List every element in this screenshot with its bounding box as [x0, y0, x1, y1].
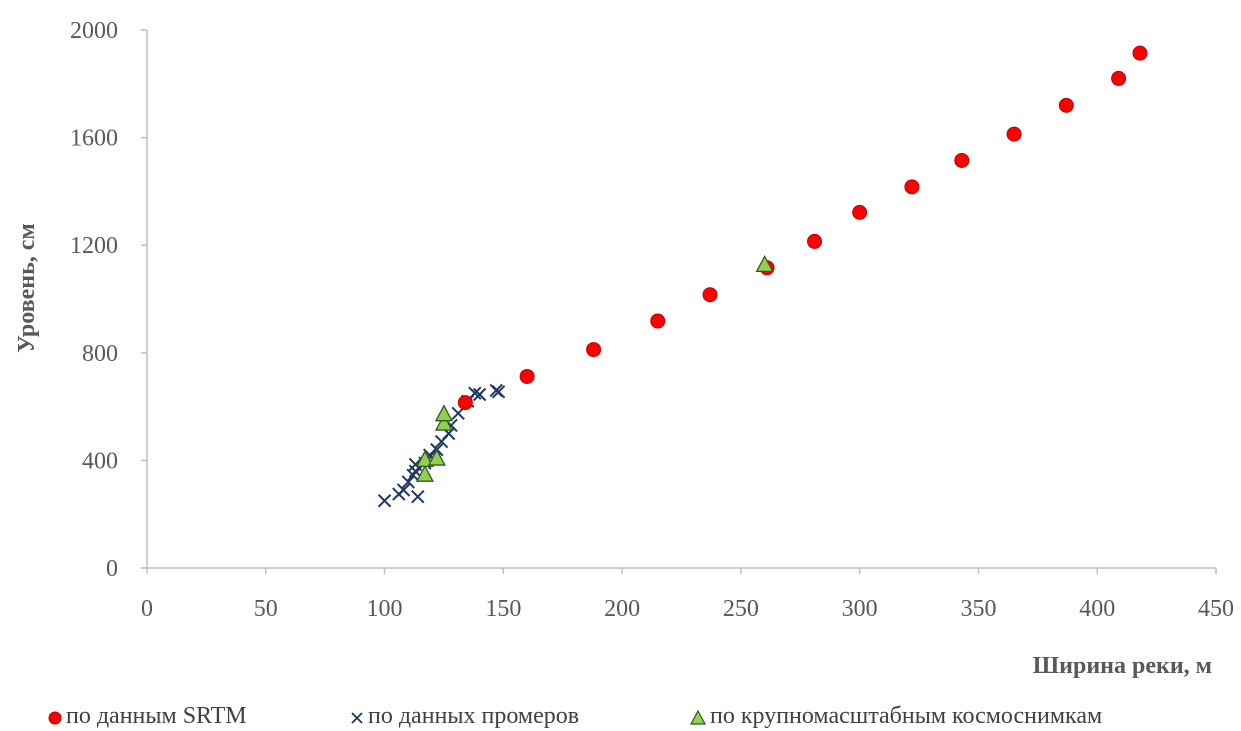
circle-marker-icon	[48, 711, 62, 725]
y-tick-labels: 0 400 800 1200 1600 2000	[70, 18, 147, 582]
measurement-point	[491, 385, 506, 399]
satellite-point	[755, 254, 774, 273]
axes	[146, 30, 1216, 569]
triangle-marker-icon	[689, 709, 707, 725]
srtm-point	[1111, 70, 1127, 86]
x-tick-label: 450	[1198, 596, 1234, 622]
srtm-point	[586, 342, 602, 358]
srtm-point	[1058, 97, 1074, 113]
measurement-point	[377, 494, 392, 508]
x-tick-label: 150	[485, 596, 521, 622]
legend-item-srtm: по данным SRTM	[48, 704, 247, 728]
series-2	[415, 254, 774, 482]
srtm-point	[852, 204, 868, 220]
measurement-point	[406, 468, 420, 482]
measurement-point	[472, 387, 487, 402]
y-tick-label: 2000	[70, 18, 118, 44]
x-marker-icon	[351, 712, 363, 724]
x-tick-label: 350	[960, 596, 996, 622]
satellite-point	[415, 450, 435, 468]
srtm-point	[1006, 126, 1022, 142]
y-tick-label: 0	[106, 556, 118, 582]
srtm-point	[1132, 45, 1148, 61]
measurement-point	[396, 483, 411, 497]
x-axis-title: Ширина реки, м	[1033, 653, 1212, 679]
series-0	[457, 45, 1148, 411]
satellite-point	[427, 448, 446, 466]
legend-label-satellite: по крупномасштабным космоснимкам	[710, 703, 1103, 729]
legend-item-measurements: по данных промеров	[350, 704, 579, 728]
x-tick-label: 100	[367, 596, 403, 622]
y-axis-title: Уровень, см	[14, 223, 40, 353]
srtm-point	[904, 179, 920, 195]
x-tick-labels: 0 50 100 150 200 250 300 350 400 450	[141, 568, 1234, 622]
srtm-point	[650, 313, 666, 329]
y-tick-label: 1600	[70, 126, 118, 152]
y-tick-label: 1200	[70, 233, 118, 259]
series-1	[377, 383, 506, 508]
srtm-point	[519, 368, 535, 384]
legend-item-satellite: по крупномасштабным космоснимкам	[689, 703, 1103, 729]
y-tick-label: 800	[82, 341, 118, 367]
legend-label-srtm: по данным SRTM	[66, 703, 247, 729]
srtm-point	[702, 287, 718, 303]
x-tick-label: 250	[723, 596, 759, 622]
satellite-point	[434, 404, 454, 422]
measurement-point	[411, 490, 425, 504]
plot-marks	[377, 45, 1148, 508]
x-tick-label: 0	[141, 596, 153, 622]
srtm-point	[954, 152, 970, 168]
scatter-chart: 0 50 100 150 200 250 300 350 400 450 0 400 800 1200 1…	[14, 18, 1234, 679]
satellite-point	[434, 413, 454, 431]
x-tick-label: 300	[842, 596, 878, 622]
x-tick-label: 400	[1079, 596, 1115, 622]
x-tick-label: 50	[254, 596, 278, 622]
satellite-point	[415, 464, 435, 482]
measurement-point	[401, 475, 416, 489]
legend: по данным SRTM по данных промеров по кру…	[0, 700, 1241, 731]
measurement-point	[468, 386, 482, 400]
legend-label-measurements: по данных промеров	[368, 703, 580, 729]
y-tick-label: 400	[82, 448, 118, 474]
srtm-point	[457, 395, 473, 411]
srtm-point	[807, 233, 823, 249]
x-tick-label: 200	[604, 596, 640, 622]
